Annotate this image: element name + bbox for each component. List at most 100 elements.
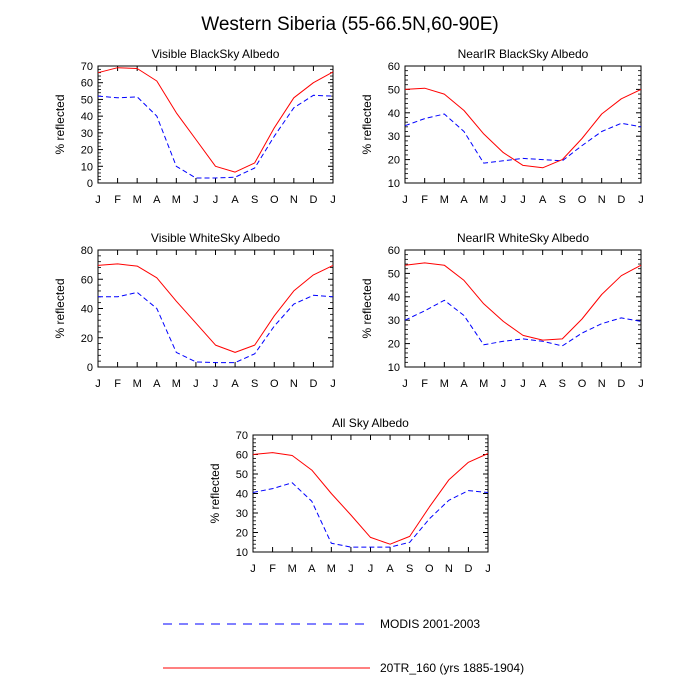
panel-visible-blacksky-albedo-xtick-label: S xyxy=(251,194,258,206)
panel-nearir-blacksky-albedo-series-model xyxy=(404,87,642,169)
panel-nearir-blacksky-albedo-ytick-label: 60 xyxy=(388,61,400,73)
panel-visible-blacksky-albedo-ytick-label: 0 xyxy=(87,178,93,190)
panel-visible-blacksky-albedo-ytick-label: 60 xyxy=(81,78,93,90)
panel-visible-whitesky-albedo-ytick-label: 40 xyxy=(81,304,93,316)
panel-visible-whitesky-albedo-ytick-label: 20 xyxy=(81,333,93,345)
panel-all-sky-albedo-ytick-label: 70 xyxy=(236,430,248,442)
panel-nearir-blacksky-albedo-xtick-label: M xyxy=(440,194,449,206)
panel-all-sky-albedo-xtick-label: S xyxy=(406,563,413,575)
panel-all-sky-albedo-series-modis xyxy=(252,482,489,548)
panel-all-sky-albedo-series-model xyxy=(252,452,489,545)
panel-visible-whitesky-albedo-series-modis xyxy=(98,291,334,364)
panel-nearir-blacksky-albedo-xtick-label: A xyxy=(539,194,547,206)
panel-visible-blacksky-albedo-xtick-label: J xyxy=(95,194,101,206)
panel-all-sky-albedo-ytick-label: 50 xyxy=(236,469,248,481)
panel-nearir-blacksky-albedo-xtick-label: O xyxy=(578,194,587,206)
legend: MODIS 2001-2003 20TR_160 (yrs 1885-1904) xyxy=(163,617,524,675)
panel-nearir-whitesky-albedo-xtick-label: N xyxy=(598,378,606,390)
panel-nearir-blacksky-albedo-ytick-label: 10 xyxy=(388,178,400,190)
panel-nearir-whitesky-albedo-ytick-label: 20 xyxy=(388,339,400,351)
panel-visible-blacksky-albedo-xtick-label: D xyxy=(309,194,317,206)
panel-visible-whitesky-albedo-xtick-label: J xyxy=(193,378,199,390)
panel-visible-whitesky-albedo-ytick-label: 60 xyxy=(81,274,93,286)
panel-visible-whitesky-albedo-xtick-label: J xyxy=(330,378,336,390)
panel-nearir-blacksky-albedo-xtick-label: J xyxy=(501,194,507,206)
panel-visible-whitesky-albedo-series-model xyxy=(97,263,334,353)
panel-nearir-whitesky-albedo-xtick-label: J xyxy=(638,378,644,390)
panel-all-sky-albedo-xtick-label: O xyxy=(425,563,434,575)
panel-nearir-whitesky-albedo-ytick-label: 10 xyxy=(388,362,400,374)
panel-visible-blacksky-albedo-ytick-label: 10 xyxy=(81,161,93,173)
panel-visible-blacksky-albedo-ytick-label: 30 xyxy=(81,128,93,140)
panel-visible-blacksky-albedo-xtick-label: N xyxy=(290,194,298,206)
panel-visible-blacksky-albedo-frame xyxy=(97,65,334,184)
panel-nearir-blacksky-albedo-xtick-label: F xyxy=(421,194,428,206)
panel-nearir-blacksky-albedo-series-modis xyxy=(404,113,642,164)
panel-all-sky-albedo-xtick-label: J xyxy=(485,563,491,575)
legend-modis-label: MODIS 2001-2003 xyxy=(380,617,480,631)
panel-nearir-whitesky-albedo-title: NearIR WhiteSky Albedo xyxy=(457,231,589,245)
panel-visible-blacksky-albedo-ytick-label: 70 xyxy=(81,61,93,73)
panel-visible-blacksky-albedo-xtick-label: F xyxy=(114,194,121,206)
panel-visible-blacksky-albedo-xtick-label: J xyxy=(330,194,336,206)
panel-all-sky-albedo-xtick-label: J xyxy=(368,563,374,575)
panel-nearir-whitesky-albedo-xtick-label: M xyxy=(440,378,449,390)
panel-nearir-whitesky-albedo-ytick-label: 50 xyxy=(388,268,400,280)
panel-visible-whitesky-albedo-ytick-label: 80 xyxy=(81,245,93,257)
panel-nearir-whitesky-albedo-series-model xyxy=(404,262,642,341)
panel-visible-blacksky-albedo-ytick-label: 20 xyxy=(81,145,93,157)
figure-title: Western Siberia (55-66.5N,60-90E) xyxy=(201,14,498,35)
panel-all-sky-albedo-ytick-label: 30 xyxy=(236,508,248,520)
panel-nearir-blacksky-albedo-xtick-label: M xyxy=(479,194,488,206)
panels: Visible BlackSky Albedo 0 10 20 30 40 50 60 70 J F… xyxy=(53,47,644,575)
panel-all-sky-albedo-xtick-label: M xyxy=(327,563,336,575)
panel-nearir-whitesky-albedo-xtick-label: S xyxy=(559,378,566,390)
panel-nearir-whitesky-albedo-xtick-label: F xyxy=(421,378,428,390)
panel-nearir-whitesky-albedo-xtick-label: A xyxy=(539,378,547,390)
legend-model-label: 20TR_160 (yrs 1885-1904) xyxy=(380,661,524,675)
panel-visible-whitesky-albedo-xtick-label: N xyxy=(290,378,298,390)
panel-visible-whitesky-albedo-title: Visible WhiteSky Albedo xyxy=(151,231,281,245)
panel-all-sky-albedo-title: All Sky Albedo xyxy=(332,416,409,430)
panel-nearir-blacksky-albedo-title: NearIR BlackSky Albedo xyxy=(458,47,589,61)
panel-visible-whitesky-albedo-xtick-label: M xyxy=(172,378,181,390)
panel-visible-blacksky-albedo-xtick-label: A xyxy=(231,194,239,206)
panel-nearir-blacksky-albedo-ylabel: % reflected xyxy=(360,94,374,154)
panel-visible-whitesky-albedo-xtick-label: A xyxy=(231,378,239,390)
panel-nearir-blacksky-albedo-xtick-label: J xyxy=(402,194,408,206)
panel-visible-whitesky-albedo-frame xyxy=(97,249,334,368)
panel-nearir-whitesky-albedo-ytick-label: 40 xyxy=(388,292,400,304)
panel-visible-blacksky-albedo-ylabel: % reflected xyxy=(53,94,67,154)
panel-visible-blacksky-albedo-ytick-label: 50 xyxy=(81,94,93,106)
panel-nearir-blacksky-albedo-ytick-label: 30 xyxy=(388,131,400,143)
panel-visible-blacksky-albedo-title: Visible BlackSky Albedo xyxy=(152,47,280,61)
panel-visible-whitesky-albedo-xtick-label: J xyxy=(95,378,101,390)
panel-nearir-whitesky-albedo-xtick-label: J xyxy=(520,378,526,390)
panel-all-sky-albedo-ytick-label: 40 xyxy=(236,489,248,501)
panel-all-sky-albedo-xtick-label: D xyxy=(464,563,472,575)
panel-all-sky-albedo-frame xyxy=(252,434,489,553)
panel-nearir-blacksky-albedo-xtick-label: J xyxy=(638,194,644,206)
panel-nearir-whitesky-albedo-xtick-label: M xyxy=(479,378,488,390)
panel-nearir-whitesky-albedo-xtick-label: O xyxy=(578,378,587,390)
panel-nearir-blacksky-albedo-ytick-label: 40 xyxy=(388,108,400,120)
panel-all-sky-albedo-xtick-label: J xyxy=(348,563,354,575)
panel-visible-blacksky-albedo-xtick-label: J xyxy=(193,194,199,206)
panel-all-sky-albedo-ytick-label: 10 xyxy=(236,547,248,559)
panel-nearir-blacksky-albedo-xtick-label: A xyxy=(460,194,468,206)
panel-all-sky-albedo-ytick-label: 20 xyxy=(236,528,248,540)
panel-nearir-whitesky-albedo-xtick-label: J xyxy=(402,378,408,390)
panel-all-sky-albedo-xtick-label: M xyxy=(288,563,297,575)
panel-nearir-whitesky-albedo-xtick-label: A xyxy=(460,378,468,390)
panel-nearir-blacksky-albedo-xtick-label: N xyxy=(598,194,606,206)
panel-nearir-whitesky-albedo-xtick-label: D xyxy=(617,378,625,390)
panel-visible-whitesky-albedo-xtick-label: S xyxy=(251,378,258,390)
panel-visible-blacksky-albedo-xtick-label: A xyxy=(153,194,161,206)
panel-nearir-blacksky-albedo-ytick-label: 20 xyxy=(388,155,400,167)
panel-nearir-whitesky-albedo-frame xyxy=(404,249,642,368)
